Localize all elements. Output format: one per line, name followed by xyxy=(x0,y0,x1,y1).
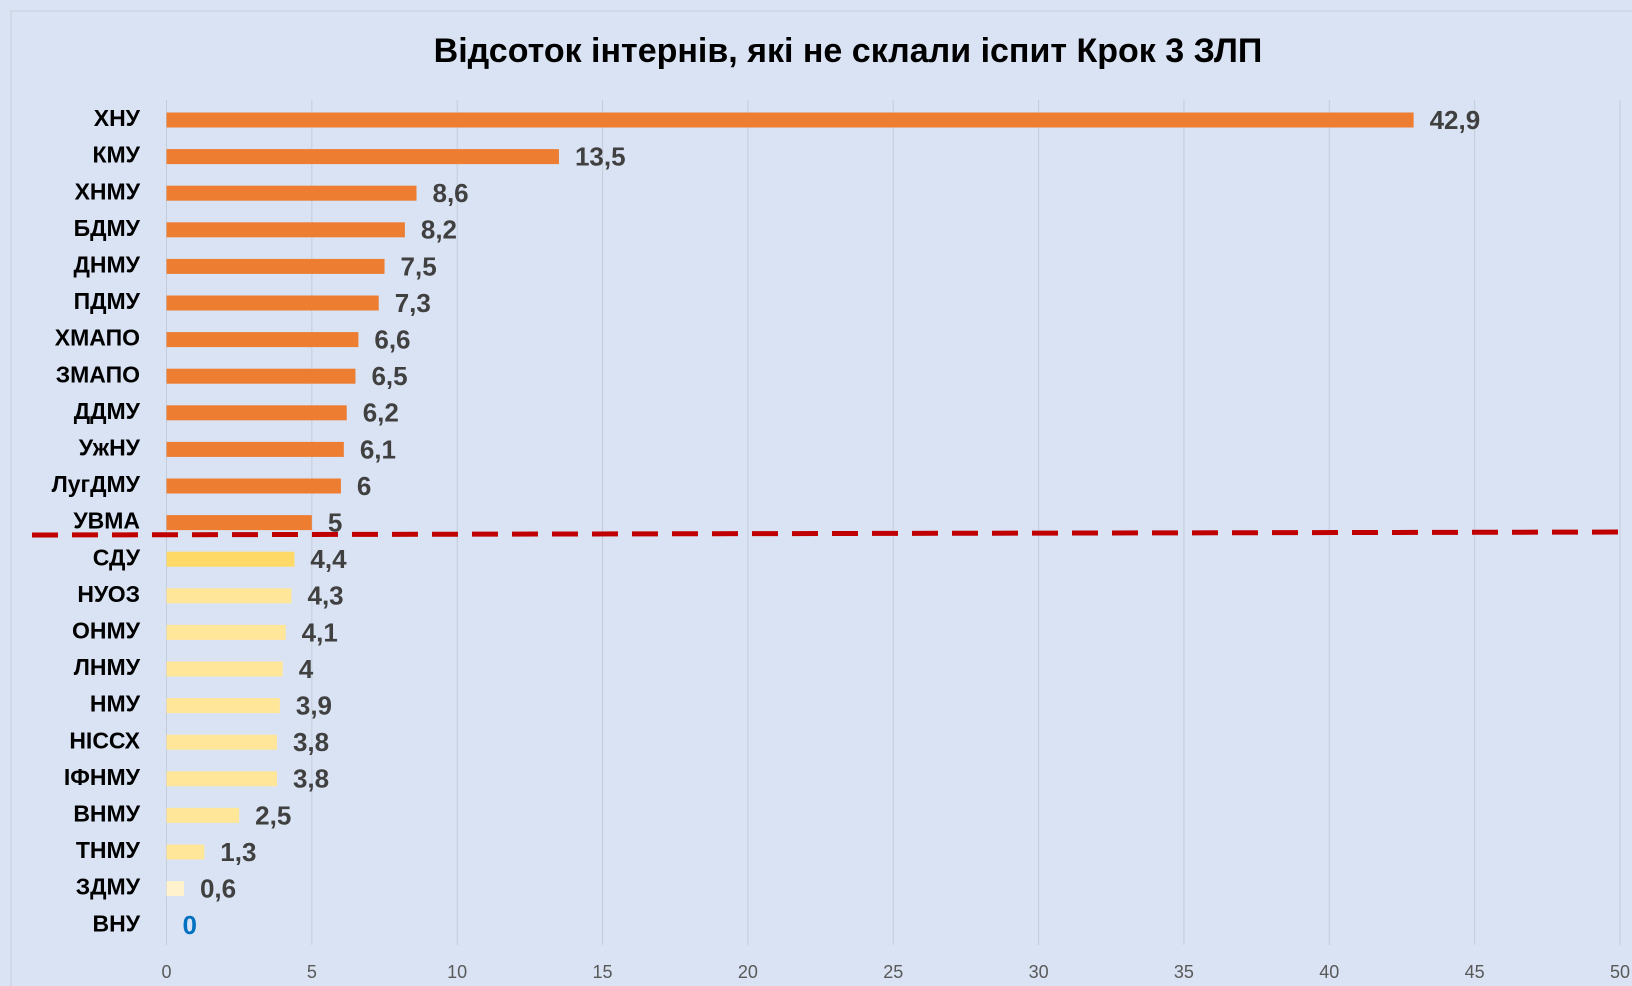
y-tick-label: ІФНМУ xyxy=(64,764,141,790)
bar xyxy=(166,661,283,677)
chart-title: Відсоток інтернів, які не склали іспит К… xyxy=(434,32,1263,70)
x-tick-label: 40 xyxy=(1319,962,1339,982)
bar xyxy=(166,405,347,421)
x-tick-label: 25 xyxy=(883,962,903,982)
bar xyxy=(166,881,184,897)
value-label: 42,9 xyxy=(1430,105,1481,135)
value-label: 6,1 xyxy=(360,434,396,464)
bar xyxy=(166,478,341,494)
value-label: 6 xyxy=(357,471,371,501)
value-label: 8,2 xyxy=(421,215,457,245)
bar xyxy=(166,515,312,531)
value-label: 6,6 xyxy=(374,324,410,354)
value-label: 0,6 xyxy=(200,873,236,903)
bar xyxy=(166,112,1414,128)
x-tick-label: 10 xyxy=(447,962,467,982)
y-tick-label: ХНМУ xyxy=(75,178,141,204)
value-label: 4 xyxy=(299,654,314,684)
y-tick-label: ТНМУ xyxy=(76,837,141,863)
value-label: 4,1 xyxy=(302,617,338,647)
y-tick-label: НІССХ xyxy=(69,727,140,753)
y-tick-label: ОНМУ xyxy=(72,617,141,643)
value-label: 1,3 xyxy=(220,837,256,867)
y-tick-label: КМУ xyxy=(92,142,140,168)
chart-area xyxy=(10,10,1632,986)
value-label: 0 xyxy=(183,910,197,940)
value-label: 7,3 xyxy=(395,288,431,318)
y-tick-label: ЛугДМУ xyxy=(52,471,141,497)
value-label: 7,5 xyxy=(401,251,437,281)
y-tick-label: ПДМУ xyxy=(74,288,141,314)
y-tick-label: ВНМУ xyxy=(73,800,140,826)
bar xyxy=(166,844,205,860)
value-label: 4,3 xyxy=(308,581,344,611)
value-label: 3,8 xyxy=(293,764,329,794)
bar xyxy=(166,258,385,274)
bar xyxy=(166,149,559,165)
x-tick-label: 20 xyxy=(738,962,758,982)
x-tick-label: 35 xyxy=(1174,962,1194,982)
y-tick-label: ЛНМУ xyxy=(74,654,141,680)
bar xyxy=(166,368,356,384)
y-tick-label: ЗМАПО xyxy=(56,361,140,387)
y-tick-label: ХНУ xyxy=(94,105,141,131)
bar xyxy=(166,185,417,201)
bar xyxy=(166,551,295,567)
bar xyxy=(166,295,379,311)
value-label: 13,5 xyxy=(575,141,626,171)
value-label: 6,5 xyxy=(371,361,407,391)
value-label: 2,5 xyxy=(255,800,291,830)
value-label: 4,4 xyxy=(310,544,347,574)
value-label: 5 xyxy=(328,507,342,537)
x-tick-label: 45 xyxy=(1465,962,1485,982)
y-tick-label: ХМАПО xyxy=(55,325,140,351)
y-tick-label: УжНУ xyxy=(79,434,141,460)
y-tick-label: СДУ xyxy=(93,544,141,570)
value-label: 3,9 xyxy=(296,690,332,720)
bar xyxy=(166,734,277,750)
x-tick-label: 0 xyxy=(161,962,171,982)
bar xyxy=(166,588,292,604)
bar xyxy=(166,222,405,238)
value-label: 6,2 xyxy=(363,398,399,428)
bar xyxy=(166,771,277,787)
x-tick-label: 50 xyxy=(1610,962,1630,982)
y-tick-label: НУОЗ xyxy=(77,581,140,607)
x-tick-label: 5 xyxy=(307,962,317,982)
bar xyxy=(166,698,280,714)
y-tick-label: ВНУ xyxy=(92,910,140,936)
bar xyxy=(166,807,240,823)
bar xyxy=(166,441,344,457)
value-label: 3,8 xyxy=(293,727,329,757)
y-tick-label: ЗДМУ xyxy=(76,874,141,900)
bar xyxy=(166,624,286,640)
value-label: 8,6 xyxy=(433,178,469,208)
y-tick-label: НМУ xyxy=(90,691,141,717)
x-tick-label: 15 xyxy=(593,962,613,982)
y-tick-label: УВМА xyxy=(73,508,140,534)
threshold-line xyxy=(31,529,1632,538)
y-tick-label: ДДМУ xyxy=(74,398,141,424)
y-tick-label: БДМУ xyxy=(74,215,141,241)
bar xyxy=(166,332,359,348)
y-tick-label: ДНМУ xyxy=(74,251,141,277)
x-tick-label: 30 xyxy=(1029,962,1049,982)
